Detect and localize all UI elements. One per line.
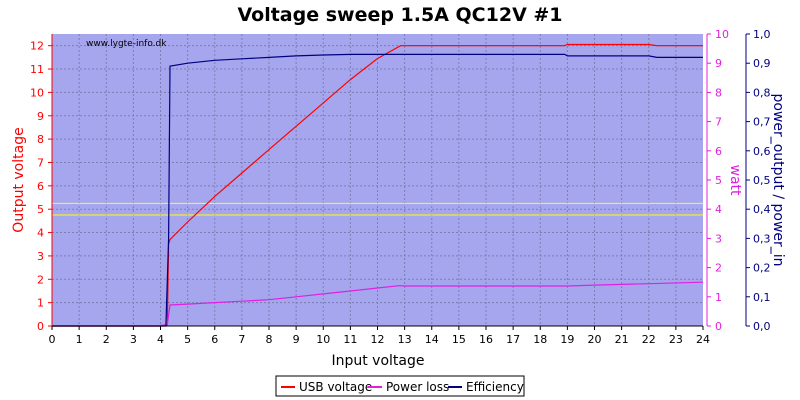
series-line bbox=[52, 43, 703, 327]
y-right1-tick-label: 10 bbox=[715, 28, 729, 41]
watermark: www.lygte-info.dk bbox=[86, 39, 167, 49]
x-tick-label: 12 bbox=[371, 333, 385, 346]
series-line bbox=[52, 53, 703, 327]
y-right2-tick-label: 0,6 bbox=[753, 145, 771, 158]
x-tick-label: 19 bbox=[560, 333, 574, 346]
y-right1-tick-label: 4 bbox=[715, 203, 722, 216]
y-left-tick-label: 0 bbox=[37, 320, 44, 333]
y-left-tick-label: 1 bbox=[37, 297, 44, 310]
legend-box bbox=[275, 375, 525, 397]
axes bbox=[48, 33, 750, 330]
x-tick-label: 1 bbox=[76, 333, 83, 346]
y-left-tick-label: 7 bbox=[37, 156, 44, 169]
y-right1-tick-label: 0 bbox=[715, 320, 722, 333]
y-left-tick-label: 4 bbox=[37, 227, 44, 240]
y-left-tick-label: 11 bbox=[30, 63, 44, 76]
x-tick-label: 20 bbox=[588, 333, 602, 346]
y-left-tick-label: 10 bbox=[30, 86, 44, 99]
x-tick-label: 8 bbox=[266, 333, 273, 346]
x-axis-title: Input voltage bbox=[331, 353, 424, 369]
y-right1-tick-label: 5 bbox=[715, 174, 722, 187]
x-tick-label: 22 bbox=[642, 333, 656, 346]
legend-label: USB voltage bbox=[299, 380, 372, 394]
y-right2-tick-label: 0,8 bbox=[753, 86, 771, 99]
legend-label: Efficiency bbox=[466, 380, 524, 394]
x-tick-label: 2 bbox=[103, 333, 110, 346]
y-right1-tick-label: 9 bbox=[715, 57, 722, 70]
x-tick-label: 24 bbox=[696, 333, 710, 346]
x-tick-label: 4 bbox=[157, 333, 164, 346]
y-right2-tick-label: 0,9 bbox=[753, 57, 771, 70]
x-tick-label: 5 bbox=[184, 333, 191, 346]
tick-labels: 0 1 2 3 4 5 6 7 8 9 10 11 12 13 14 15 16 17 18 19 20 21 22 23 24… bbox=[30, 28, 771, 346]
grid-lines bbox=[52, 34, 703, 326]
y-right2-tick-label: 0,7 bbox=[753, 116, 771, 129]
x-tick-label: 17 bbox=[506, 333, 520, 346]
y-right1-tick-label: 3 bbox=[715, 232, 722, 245]
x-tick-label: 9 bbox=[293, 333, 300, 346]
y-right2-tick-label: 0,4 bbox=[753, 203, 771, 216]
y-right2-tick-label: 1,0 bbox=[753, 28, 771, 41]
y-right1-tick-label: 8 bbox=[715, 86, 722, 99]
reference-lines bbox=[52, 202, 703, 216]
legend: USB voltage Power loss Efficiency bbox=[275, 375, 525, 397]
y-right2-tick-label: 0,0 bbox=[753, 320, 771, 333]
x-tick-label: 15 bbox=[452, 333, 466, 346]
y-right2-axis-title: power_output / power_in bbox=[770, 93, 786, 266]
y-right1-tick-label: 1 bbox=[715, 291, 722, 304]
x-tick-label: 23 bbox=[669, 333, 683, 346]
x-tick-label: 21 bbox=[615, 333, 629, 346]
series-lines bbox=[52, 43, 704, 327]
x-tick-label: 11 bbox=[343, 333, 357, 346]
y-left-tick-label: 2 bbox=[37, 273, 44, 286]
x-tick-label: 6 bbox=[211, 333, 218, 346]
x-tick-label: 14 bbox=[425, 333, 439, 346]
y-left-tick-label: 6 bbox=[37, 180, 44, 193]
y-left-tick-label: 3 bbox=[37, 250, 44, 263]
y-right2-tick-label: 0,3 bbox=[753, 232, 771, 245]
chart-title: Voltage sweep 1.5A QC12V #1 bbox=[237, 4, 562, 26]
y-right1-tick-label: 7 bbox=[715, 116, 722, 129]
y-right1-axis-title: watt bbox=[727, 164, 743, 196]
y-right1-tick-label: 6 bbox=[715, 145, 722, 158]
y-left-tick-label: 12 bbox=[30, 40, 44, 53]
x-tick-label: 16 bbox=[479, 333, 493, 346]
y-left-tick-label: 5 bbox=[37, 203, 44, 216]
y-left-tick-label: 9 bbox=[37, 110, 44, 123]
y-left-axis-title: Output voltage bbox=[11, 127, 27, 232]
legend-label: Power loss bbox=[386, 380, 449, 394]
y-right2-tick-label: 0,2 bbox=[753, 262, 771, 275]
y-right2-tick-label: 0,5 bbox=[753, 174, 771, 187]
x-tick-label: 3 bbox=[130, 333, 137, 346]
y-right1-tick-label: 2 bbox=[715, 262, 722, 275]
x-tick-label: 13 bbox=[398, 333, 412, 346]
y-right2-tick-label: 0,1 bbox=[753, 291, 771, 304]
series-line bbox=[52, 281, 704, 327]
x-tick-label: 0 bbox=[49, 333, 56, 346]
x-tick-label: 18 bbox=[533, 333, 547, 346]
x-tick-label: 7 bbox=[238, 333, 245, 346]
y-left-tick-label: 8 bbox=[37, 133, 44, 146]
x-tick-label: 10 bbox=[316, 333, 330, 346]
